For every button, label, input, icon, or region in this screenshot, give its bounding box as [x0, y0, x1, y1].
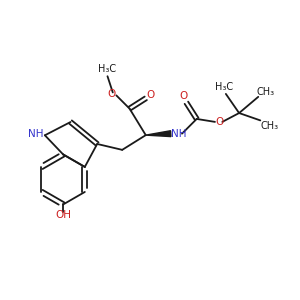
Text: H₃C: H₃C	[215, 82, 233, 92]
Text: NH: NH	[28, 129, 44, 139]
Text: CH₃: CH₃	[256, 87, 275, 97]
Text: CH₃: CH₃	[260, 121, 278, 131]
Text: OH: OH	[55, 210, 71, 220]
Text: O: O	[107, 89, 115, 99]
Text: H₃C: H₃C	[98, 64, 116, 74]
Text: NH: NH	[171, 129, 187, 139]
Polygon shape	[146, 131, 171, 137]
Text: O: O	[147, 90, 155, 100]
Text: O: O	[216, 117, 224, 127]
Text: O: O	[179, 91, 188, 101]
